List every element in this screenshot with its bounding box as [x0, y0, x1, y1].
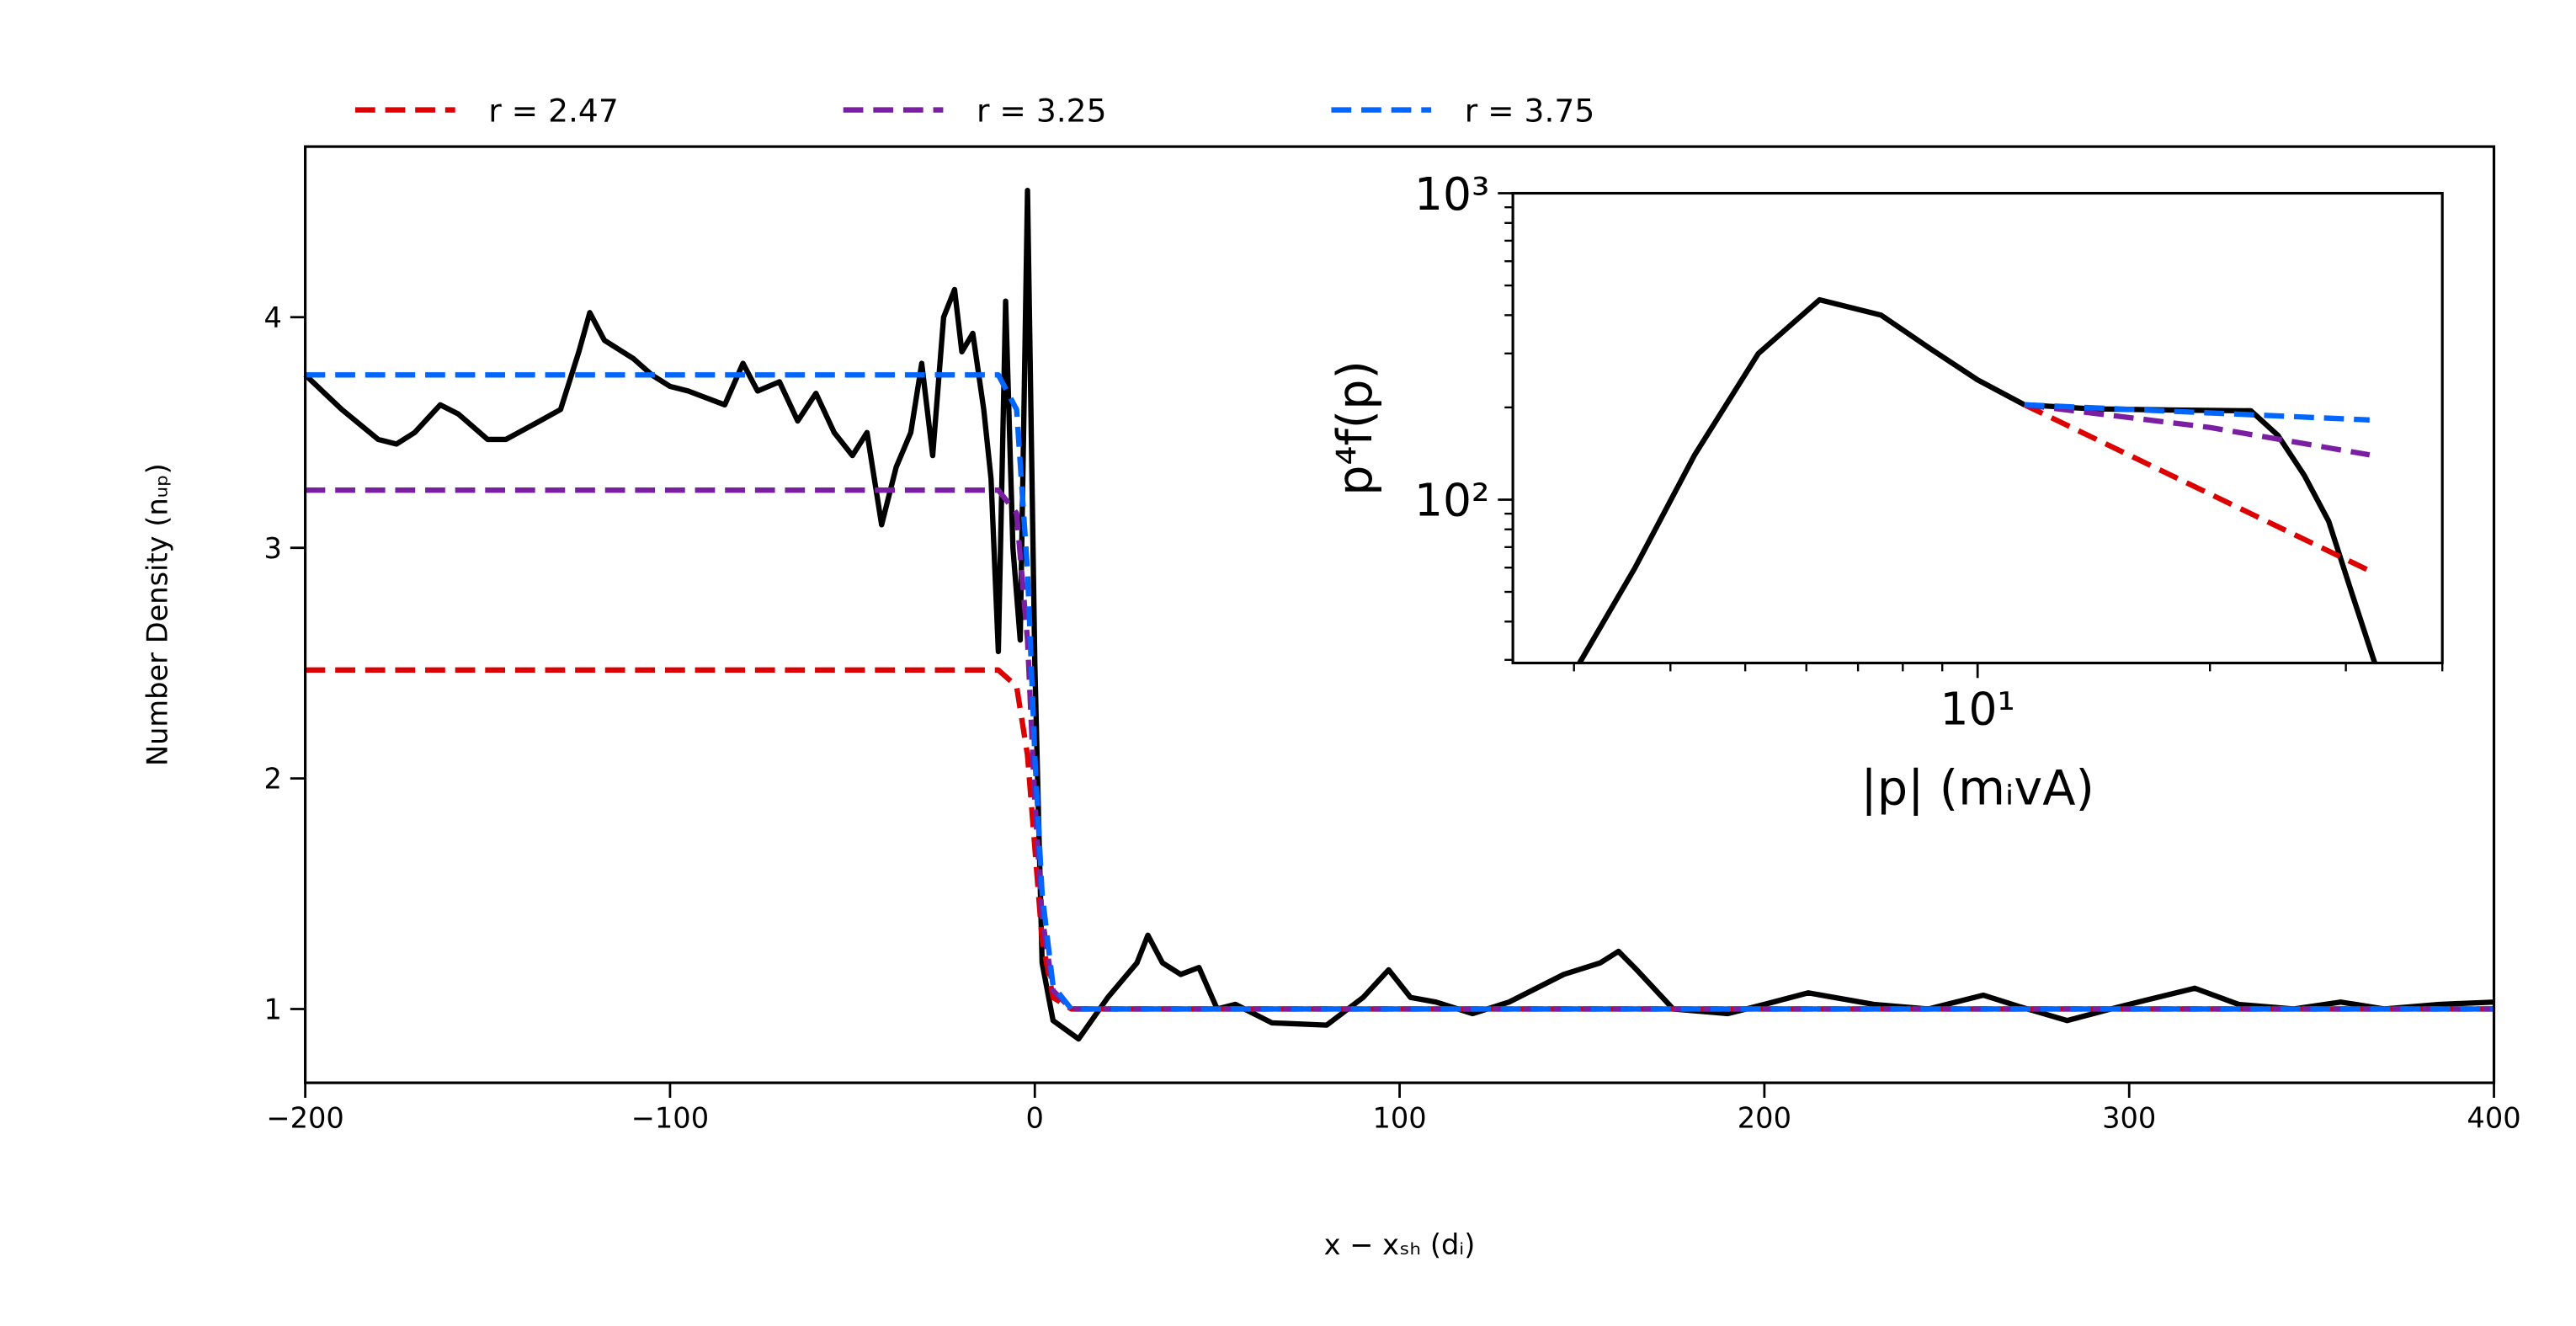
x-tick-label: 200: [1738, 1102, 1791, 1135]
y-tick-label: 2: [263, 763, 281, 796]
plot-background: [1513, 193, 2443, 663]
x-tick-label: 300: [2102, 1102, 2156, 1135]
y-tick-label: 10²: [1414, 474, 1489, 527]
data-line: [303, 187, 2494, 1042]
x-axis-label: |p| (mᵢvA): [1860, 760, 2094, 817]
x-tick-label: −200: [266, 1102, 343, 1135]
legend-label: r = 2.47: [488, 92, 618, 129]
data-line: [305, 372, 2494, 1012]
y-tick-label: 4: [263, 301, 281, 334]
plot-frame: [304, 145, 2496, 1084]
y-tick-label: 3: [263, 532, 281, 565]
y-axis-label: Number Density (nᵤₚ): [141, 463, 173, 766]
plot-frame: [1511, 191, 2444, 665]
y-axis-label: p⁴f(p): [1327, 360, 1383, 496]
x-tick-label: 100: [1372, 1102, 1426, 1135]
x-axis-label: x − xₛₕ (dᵢ): [1324, 1228, 1476, 1261]
x-tick-label: −100: [631, 1102, 709, 1135]
legend-label: r = 3.25: [977, 92, 1106, 129]
data-line: [305, 667, 2494, 1012]
data-line: [2023, 402, 2371, 573]
x-tick-label: 0: [1026, 1102, 1044, 1135]
x-tick-label: 400: [2467, 1102, 2520, 1135]
legend-label: r = 3.75: [1465, 92, 1595, 129]
y-tick-label: 10³: [1414, 168, 1489, 221]
x-tick-label: 10¹: [1940, 683, 2014, 736]
data-line: [2024, 402, 2370, 423]
y-tick-label: 1: [263, 993, 281, 1026]
data-line: [2024, 402, 2371, 458]
